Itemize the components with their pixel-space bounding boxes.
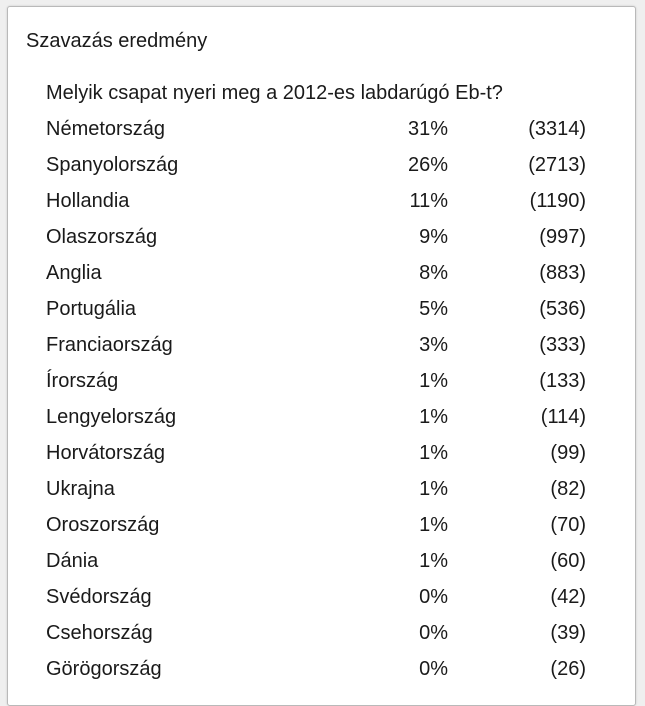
team-name: Lengyelország [46,406,177,428]
team-name: Olaszország [46,226,158,248]
result-row: Oroszország 1% (70) [46,513,586,549]
team-name: Anglia [46,262,102,284]
vote-count: (60) [550,550,586,572]
vote-count: (883) [539,262,586,284]
vote-count: (3314) [528,118,586,140]
vote-percent: 8% [419,262,448,284]
vote-percent: 1% [419,514,448,536]
vote-percent: 1% [419,406,448,428]
team-name: Horvátország [46,442,165,464]
vote-percent: 0% [419,586,448,608]
team-name: Csehország [46,622,153,644]
result-row: Görögország 0% (26) [46,657,586,693]
team-name: Németország [46,118,165,140]
vote-percent: 26% [407,154,448,176]
team-name: Hollandia [46,190,130,212]
vote-count: (536) [539,298,586,320]
result-row: Dánia 1% (60) [46,549,586,585]
vote-count: (133) [539,370,586,392]
poll-question: Melyik csapat nyeri meg a 2012-es labdar… [46,82,503,104]
result-row: Portugália 5% (536) [46,297,586,333]
team-name: Oroszország [46,514,160,536]
vote-count: (42) [550,586,586,608]
team-name: Spanyolország [46,154,179,176]
vote-percent: 1% [419,550,448,572]
vote-percent: 9% [419,226,448,248]
result-row: Franciaország 3% (333) [46,333,586,369]
poll-results-panel: Szavazás eredmény Melyik csapat nyeri me… [7,6,636,706]
panel-title: Szavazás eredmény [26,30,208,52]
vote-count: (2713) [528,154,586,176]
vote-count: (1190) [529,190,586,212]
vote-percent: 5% [419,298,448,320]
vote-percent: 0% [419,658,448,680]
results-list: Németország 31% (3314) Spanyolország 26% (271… [46,117,586,693]
vote-percent: 0% [419,622,448,644]
result-row: Ukrajna 1% (82) [46,477,586,513]
result-row: Horvátország 1% (99) [46,441,586,477]
team-name: Svédország [46,586,152,608]
vote-count: (70) [550,514,586,536]
team-name: Franciaország [46,334,173,356]
vote-percent: 31% [407,118,448,140]
result-row: Németország 31% (3314) [46,117,586,153]
result-row: Spanyolország 26% (2713) [46,153,586,189]
result-row: Olaszország 9% (997) [46,225,586,261]
result-row: Írország 1% (133) [46,369,586,405]
vote-count: (99) [550,442,586,464]
team-name: Görögország [46,658,162,680]
vote-percent: 1% [419,370,448,392]
result-row: Lengyelország 1% (114) [46,405,586,441]
vote-count: (26) [550,658,586,680]
result-row: Hollandia 11% (1190) [46,189,586,225]
team-name: Írország [46,370,119,392]
team-name: Portugália [46,298,137,320]
team-name: Ukrajna [46,478,115,500]
vote-count: (114) [540,406,586,428]
result-row: Svédország 0% (42) [46,585,586,621]
vote-percent: 3% [419,334,448,356]
vote-percent: 1% [419,442,448,464]
vote-count: (82) [550,478,586,500]
team-name: Dánia [46,550,99,572]
vote-count: (333) [539,334,586,356]
vote-percent: 11% [409,190,448,212]
result-row: Csehország 0% (39) [46,621,586,657]
vote-percent: 1% [419,478,448,500]
result-row: Anglia 8% (883) [46,261,586,297]
vote-count: (39) [550,622,586,644]
vote-count: (997) [539,226,586,248]
